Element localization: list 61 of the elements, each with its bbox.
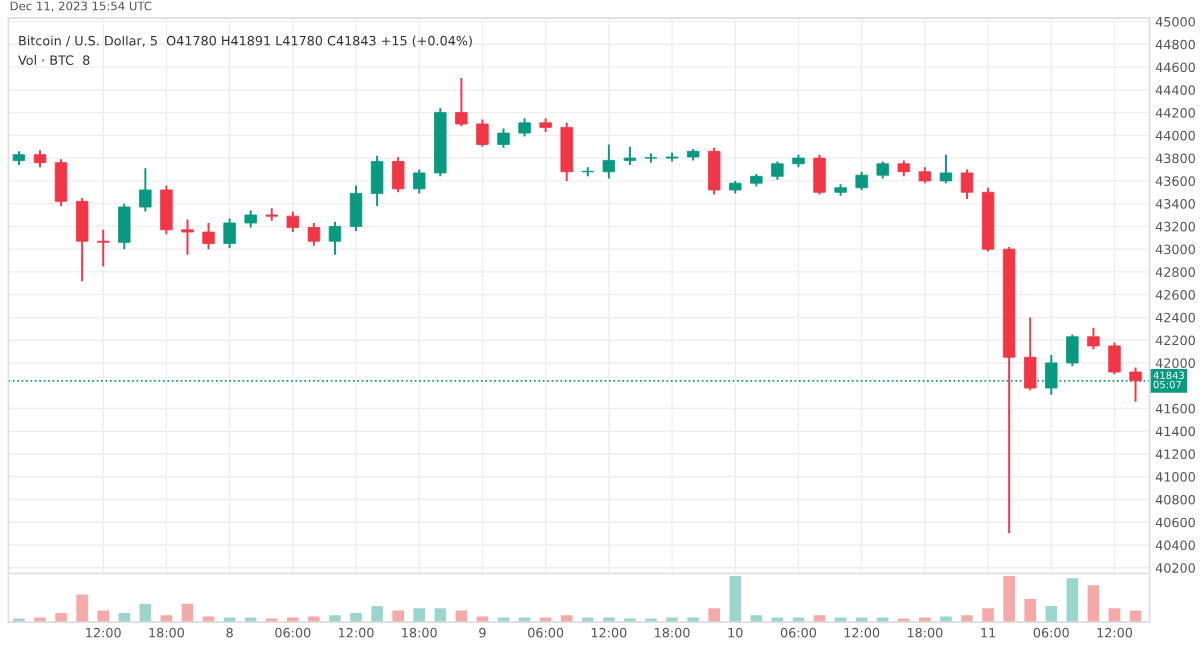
candlestick [96,228,110,268]
candlestick [1024,316,1037,392]
bar [603,617,615,623]
candlestick [455,77,468,128]
candlestick [497,127,510,149]
candlestick [560,121,573,182]
candlestick [160,184,173,236]
bar [118,612,131,623]
candlestick [54,158,68,207]
bar [560,615,573,623]
candlestick [518,117,531,138]
candlestick [75,196,89,283]
candlestick [307,222,321,247]
candlestick [476,118,489,148]
bar [919,617,931,623]
candlestick [602,143,616,180]
bar [371,605,383,623]
bar [1087,585,1100,623]
bar [329,615,341,623]
bar [34,617,46,623]
candlestick [1108,341,1121,376]
candlestick [349,184,363,232]
candlestick [707,146,721,196]
candlestick [391,156,405,194]
bar [287,617,299,623]
candlestick [223,217,236,249]
candlestick [771,160,784,181]
candlestick [370,154,384,207]
candlestick [328,220,342,256]
bar [1024,599,1037,623]
bar [687,617,699,623]
bar [350,612,362,623]
bar [413,608,426,623]
bar [55,612,67,623]
bar [961,615,973,623]
candlestick [286,210,300,234]
candlestick [939,153,953,185]
candlestick [118,202,131,251]
bar [97,610,109,623]
candlestick [1066,333,1079,368]
bar [581,617,594,623]
candlestick [960,168,974,201]
candlestick [413,168,426,195]
bar [708,608,720,623]
bar [1066,578,1079,623]
candlestick [623,145,637,166]
bar [666,617,678,623]
candlestick [1087,326,1100,351]
bar [729,576,742,623]
bar [982,608,994,623]
candlestick [1129,366,1142,403]
bar [876,617,889,623]
bar [76,594,88,623]
candlestick [202,222,215,251]
candlestick [139,167,152,213]
candlestick [813,153,826,196]
bar [1045,605,1058,623]
bar [392,610,404,623]
bar [1003,576,1015,623]
candlestick [855,170,868,191]
candlestick [181,218,194,256]
